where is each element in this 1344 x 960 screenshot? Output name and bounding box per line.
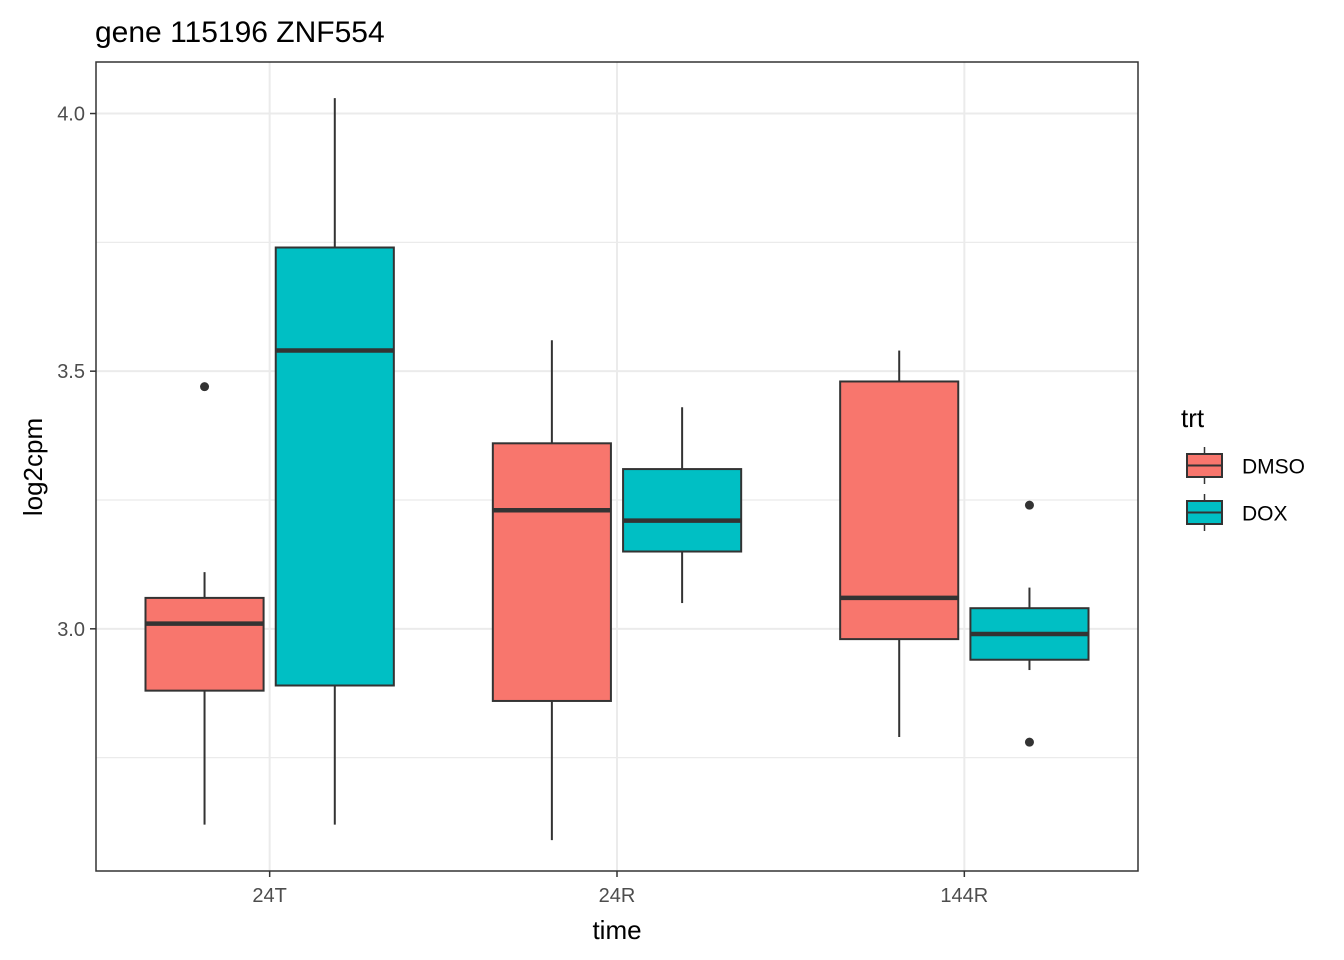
y-tick-label: 3.5 (57, 361, 85, 383)
box-dox-24r (622, 407, 743, 604)
outlier-point (200, 382, 210, 392)
x-tick-label: 144R (940, 885, 988, 907)
plot-panel: 3.0 3.5 4.0 24T 24R 144R (57, 61, 1139, 907)
box-dmso-24t (144, 382, 265, 825)
box-body (622, 468, 743, 553)
x-axis-label: time (592, 915, 641, 945)
y-axis-label: log2cpm (18, 418, 48, 516)
outlier-point (1024, 737, 1034, 747)
box-dox-144r (969, 500, 1090, 747)
box-body (491, 442, 612, 702)
outlier-point (1024, 500, 1034, 510)
legend-label: DMSO (1242, 456, 1305, 479)
y-tick-label: 4.0 (57, 104, 85, 126)
box-dmso-144r (839, 350, 960, 738)
box-body (274, 246, 395, 687)
x-tick-label: 24R (599, 885, 636, 907)
legend: trt DMSO DOX (1181, 403, 1305, 531)
legend-key-dmso (1186, 447, 1223, 484)
y-tick-label: 3.0 (57, 619, 85, 641)
x-tick-label: 24T (252, 885, 286, 907)
legend-title: trt (1181, 403, 1205, 433)
box-dox-24t (274, 98, 395, 825)
box-body (839, 380, 960, 641)
box-body (144, 596, 265, 692)
chart-title: gene 115196 ZNF554 (95, 16, 385, 49)
box-dmso-24r (491, 340, 612, 841)
legend-key-dox (1186, 494, 1223, 531)
legend-label: DOX (1242, 503, 1288, 526)
